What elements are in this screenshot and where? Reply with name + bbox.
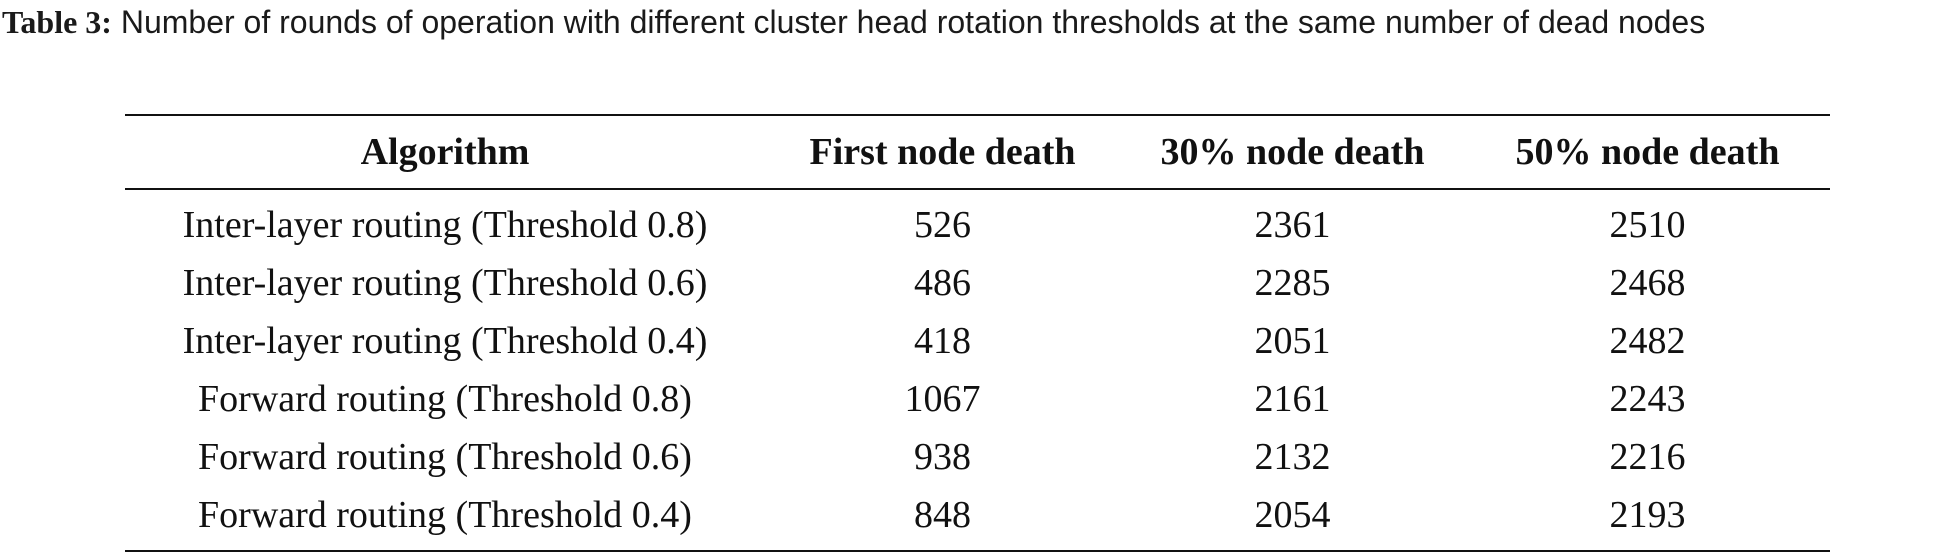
50-percent-node-death-cell: 2510 bbox=[1609, 204, 1686, 246]
50-percent-node-death-cell: 2193 bbox=[1609, 494, 1686, 536]
algorithm-cell: Inter-layer routing (Threshold 0.8) bbox=[182, 204, 708, 246]
30-percent-node-death-cell: 2361 bbox=[1254, 204, 1331, 246]
table-row: Forward routing (Threshold 0.6) 938 2132… bbox=[125, 428, 1830, 486]
30-percent-node-death-cell: 2051 bbox=[1254, 320, 1331, 362]
30-percent-node-death-cell: 2161 bbox=[1254, 378, 1331, 420]
first-node-death-cell: 848 bbox=[914, 494, 971, 536]
caption-text: Number of rounds of operation with diffe… bbox=[120, 4, 1706, 40]
results-table: Algorithm First node death 30% node deat… bbox=[125, 114, 1830, 552]
table-row: Inter-layer routing (Threshold 0.6) 486 … bbox=[125, 254, 1830, 312]
table-row: Inter-layer routing (Threshold 0.4) 418 … bbox=[125, 312, 1830, 370]
first-node-death-cell: 938 bbox=[914, 436, 971, 478]
30-percent-node-death-cell: 2132 bbox=[1254, 436, 1331, 478]
algorithm-cell: Inter-layer routing (Threshold 0.4) bbox=[182, 320, 708, 362]
algorithm-cell: Forward routing (Threshold 0.4) bbox=[198, 494, 692, 536]
first-node-death-cell: 1067 bbox=[904, 378, 981, 420]
first-node-death-cell: 526 bbox=[914, 204, 971, 246]
algorithm-cell: Inter-layer routing (Threshold 0.6) bbox=[182, 262, 708, 304]
50-percent-node-death-cell: 2243 bbox=[1609, 378, 1686, 420]
header-first-node-death: First node death bbox=[809, 131, 1076, 173]
table-header-row: Algorithm First node death 30% node deat… bbox=[125, 115, 1830, 189]
50-percent-node-death-cell: 2482 bbox=[1609, 320, 1686, 362]
caption-label: Table 3: bbox=[2, 4, 112, 40]
table-row: Inter-layer routing (Threshold 0.8) 526 … bbox=[125, 189, 1830, 254]
50-percent-node-death-cell: 2216 bbox=[1609, 436, 1686, 478]
algorithm-cell: Forward routing (Threshold 0.6) bbox=[198, 436, 692, 478]
50-percent-node-death-cell: 2468 bbox=[1609, 262, 1686, 304]
header-algorithm: Algorithm bbox=[360, 131, 530, 173]
results-table-container: Algorithm First node death 30% node deat… bbox=[125, 114, 1830, 552]
table-row: Forward routing (Threshold 0.4) 848 2054… bbox=[125, 486, 1830, 551]
30-percent-node-death-cell: 2285 bbox=[1254, 262, 1331, 304]
header-50-percent-node-death: 50% node death bbox=[1515, 131, 1780, 173]
first-node-death-cell: 418 bbox=[914, 320, 971, 362]
algorithm-cell: Forward routing (Threshold 0.8) bbox=[198, 378, 692, 420]
30-percent-node-death-cell: 2054 bbox=[1254, 494, 1331, 536]
header-30-percent-node-death: 30% node death bbox=[1160, 131, 1425, 173]
table-row: Forward routing (Threshold 0.8) 1067 216… bbox=[125, 370, 1830, 428]
table-caption: Table 3: Number of rounds of operation w… bbox=[2, 2, 1950, 42]
first-node-death-cell: 486 bbox=[914, 262, 971, 304]
